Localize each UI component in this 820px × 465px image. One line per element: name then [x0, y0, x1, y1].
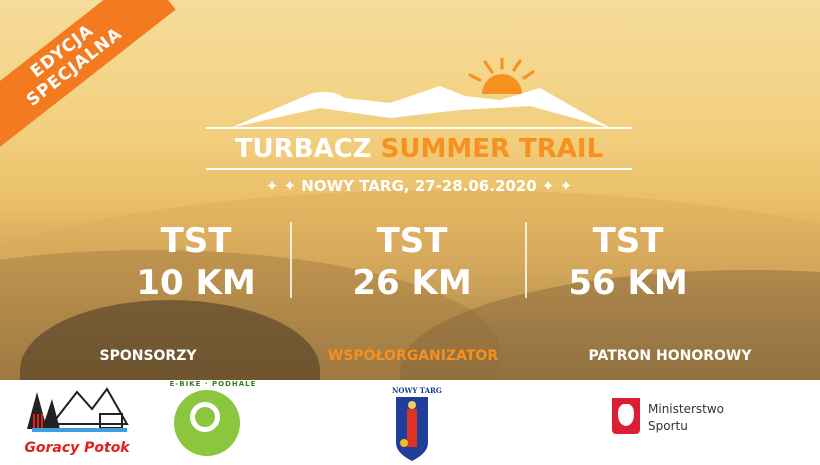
hero-banner: EDYCJA SPECJALNA TURBACZ SUMMER TRAIL ✦ … — [0, 0, 820, 380]
distance-km: 10 KM — [136, 263, 256, 303]
event-date: ✦ ✦ NOWY TARG, 27-28.06.2020 ✦ ✦ — [265, 177, 573, 195]
distance-56km: TST 56 KM — [548, 220, 708, 304]
distance-26km: TST 26 KM — [332, 220, 492, 304]
ministry-line1: Ministerstwo — [648, 402, 725, 416]
mountain-sun-logo — [230, 58, 610, 128]
distance-name: TST — [160, 221, 232, 261]
distance-name: TST — [592, 221, 664, 261]
title-rule-top — [206, 127, 632, 129]
special-edition-ribbon: EDYCJA SPECJALNA — [0, 0, 176, 152]
separator — [525, 222, 527, 298]
ministry-of-sport-logo: Ministerstwo Sportu — [612, 398, 732, 446]
patron-label: PATRON HONOROWY — [588, 348, 752, 364]
event-title: TURBACZ SUMMER TRAIL — [206, 133, 632, 165]
ebike-text: E-BIKE · PODHALE — [169, 380, 257, 388]
ebike-podhale-logo: E-BIKE · PODHALE — [168, 380, 268, 462]
distance-km: 26 KM — [352, 263, 472, 303]
logos-bar: Goracy Potok E-BIKE · PODHALE NOWY TARG … — [0, 380, 820, 462]
distance-10km: TST 10 KM — [116, 220, 276, 304]
title-white: TURBACZ — [234, 134, 372, 164]
sponsors-label: SPONSORZY — [99, 348, 197, 364]
separator — [290, 222, 292, 298]
title-orange: SUMMER TRAIL — [380, 134, 604, 164]
distance-km: 56 KM — [568, 263, 688, 303]
goracy-potok-text: Goracy Potok — [24, 440, 130, 456]
goracy-potok-logo: Goracy Potok — [22, 384, 132, 460]
coorganizer-label: WSPÓŁORGANIZATOR — [327, 348, 499, 364]
distance-name: TST — [376, 221, 448, 261]
ministry-line2: Sportu — [648, 419, 688, 433]
title-rule-bottom — [206, 168, 632, 170]
nowy-targ-text: NOWY TARG — [392, 386, 442, 395]
polish-eagle-icon — [612, 398, 640, 434]
nowy-targ-coat-of-arms: NOWY TARG — [392, 386, 442, 462]
